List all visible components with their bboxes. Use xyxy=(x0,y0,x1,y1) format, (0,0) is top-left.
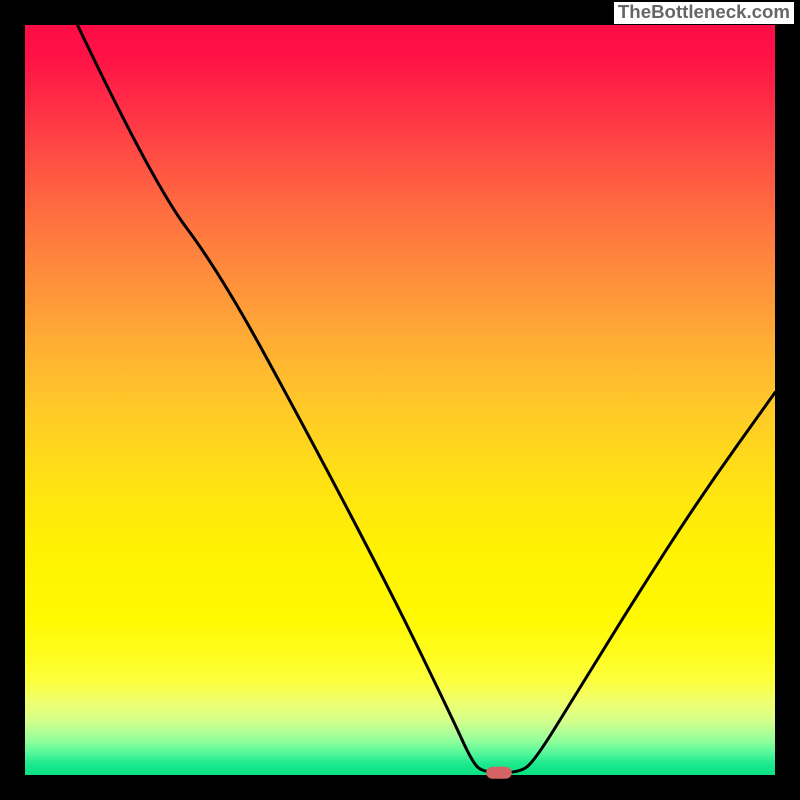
watermark-text: TheBottleneck.com xyxy=(614,2,794,24)
bottleneck-chart: TheBottleneck.com xyxy=(0,0,800,800)
plot-background xyxy=(25,25,775,775)
chart-svg xyxy=(0,0,800,800)
minimum-marker xyxy=(486,767,512,779)
